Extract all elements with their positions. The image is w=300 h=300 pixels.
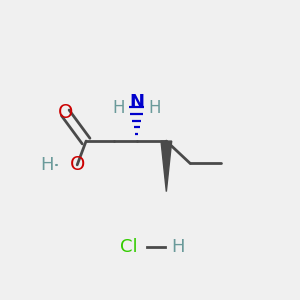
- Text: H: H: [41, 156, 54, 174]
- Text: N: N: [129, 93, 144, 111]
- Polygon shape: [161, 141, 172, 192]
- Text: H: H: [148, 99, 161, 117]
- Text: O: O: [58, 103, 73, 122]
- Text: H: H: [171, 238, 184, 256]
- Text: O: O: [70, 155, 85, 174]
- Text: Cl: Cl: [121, 238, 138, 256]
- Text: H: H: [112, 99, 125, 117]
